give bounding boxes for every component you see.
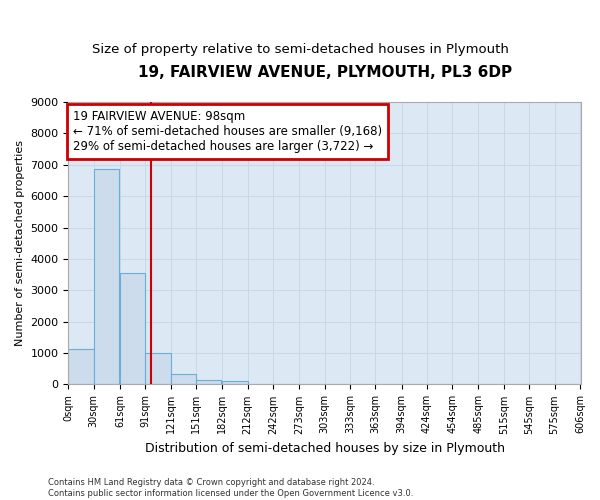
Bar	[171, 374, 196, 384]
Bar	[94, 168, 119, 384]
Bar	[68, 349, 94, 384]
Bar	[120, 272, 145, 384]
Text: Size of property relative to semi-detached houses in Plymouth: Size of property relative to semi-detach…	[92, 42, 508, 56]
X-axis label: Distribution of semi-detached houses by size in Plymouth: Distribution of semi-detached houses by …	[145, 442, 505, 455]
Y-axis label: Number of semi-detached properties: Number of semi-detached properties	[15, 140, 25, 346]
Bar	[196, 380, 221, 384]
Text: Contains HM Land Registry data © Crown copyright and database right 2024.
Contai: Contains HM Land Registry data © Crown c…	[48, 478, 413, 498]
Title: 19, FAIRVIEW AVENUE, PLYMOUTH, PL3 6DP: 19, FAIRVIEW AVENUE, PLYMOUTH, PL3 6DP	[137, 65, 512, 80]
Bar	[145, 353, 171, 384]
Bar	[222, 382, 248, 384]
Text: 19 FAIRVIEW AVENUE: 98sqm
← 71% of semi-detached houses are smaller (9,168)
29% : 19 FAIRVIEW AVENUE: 98sqm ← 71% of semi-…	[73, 110, 382, 153]
